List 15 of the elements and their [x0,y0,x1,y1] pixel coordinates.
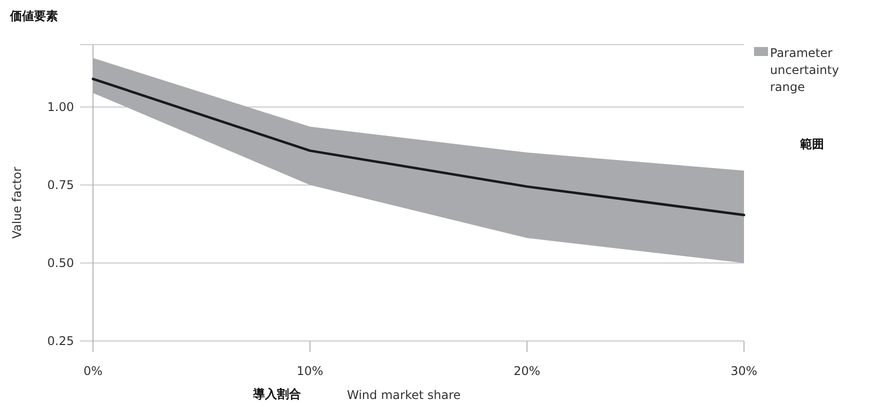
y-tick-label: 0.25 [47,334,74,348]
line-series [92,78,746,216]
legend: Parameter uncertainty range [754,46,839,94]
x-tick-label: 30% [730,364,758,378]
text: 導入割合 [252,387,302,401]
y-tick-label: 0.75 [47,178,74,192]
x-axis-title: Wind market share [347,388,461,402]
x-tick-label: 0% [83,364,103,378]
text: 範囲 [799,137,824,151]
x-tick-label: 10% [296,364,324,378]
x-tick-label: 20% [514,364,540,378]
y-tick-label: 1.00 [47,100,74,114]
y-axis-title: Value factor [10,166,24,239]
y-tick-label: 0.50 [47,256,74,270]
chart-title: 価値要素 [9,9,58,23]
